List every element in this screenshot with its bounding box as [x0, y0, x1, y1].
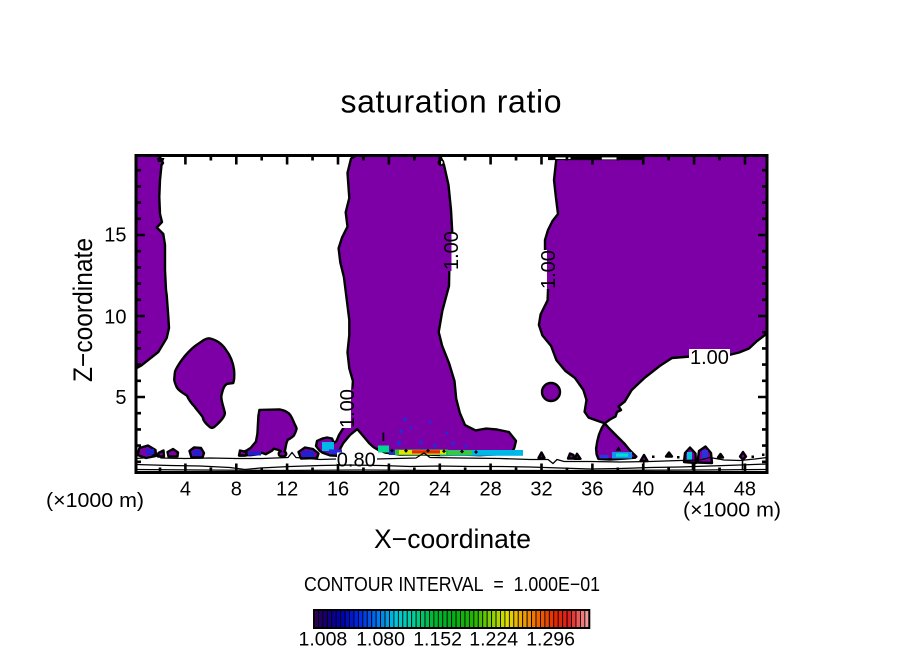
svg-text:(×1000 m): (×1000 m) [46, 490, 144, 512]
svg-text:CONTOUR INTERVAL = 1.000E−01: CONTOUR INTERVAL = 1.000E−01 [304, 574, 600, 596]
svg-text:40: 40 [632, 479, 654, 501]
svg-text:10: 10 [104, 307, 126, 329]
svg-text:Z−coordinate: Z−coordinate [68, 238, 98, 382]
svg-text:48: 48 [734, 479, 756, 501]
svg-text:1.008: 1.008 [298, 629, 347, 651]
svg-text:15: 15 [104, 225, 126, 247]
svg-text:X−coordinate: X−coordinate [374, 524, 531, 554]
svg-text:12: 12 [276, 479, 298, 501]
svg-text:24: 24 [429, 479, 451, 501]
svg-text:1.00: 1.00 [538, 250, 560, 289]
svg-text:5: 5 [115, 387, 126, 409]
svg-text:1.00: 1.00 [337, 389, 359, 428]
svg-text:36: 36 [581, 479, 603, 501]
svg-text:1.00: 1.00 [441, 231, 463, 270]
svg-text:44: 44 [683, 479, 705, 501]
svg-text:1.080: 1.080 [356, 629, 405, 651]
svg-text:32: 32 [530, 479, 552, 501]
svg-text:28: 28 [479, 479, 501, 501]
svg-text:1.152: 1.152 [413, 629, 462, 651]
svg-text:4: 4 [180, 479, 191, 501]
svg-text:saturation ratio: saturation ratio [341, 84, 562, 120]
svg-text:0.80: 0.80 [337, 450, 376, 472]
svg-text:1.224: 1.224 [469, 629, 518, 651]
svg-text:1.296: 1.296 [526, 629, 575, 651]
svg-text:1.00: 1.00 [690, 347, 729, 369]
svg-text:20: 20 [378, 479, 400, 501]
svg-text:8: 8 [231, 479, 242, 501]
svg-text:(×1000 m): (×1000 m) [683, 500, 781, 522]
svg-text:16: 16 [327, 479, 349, 501]
